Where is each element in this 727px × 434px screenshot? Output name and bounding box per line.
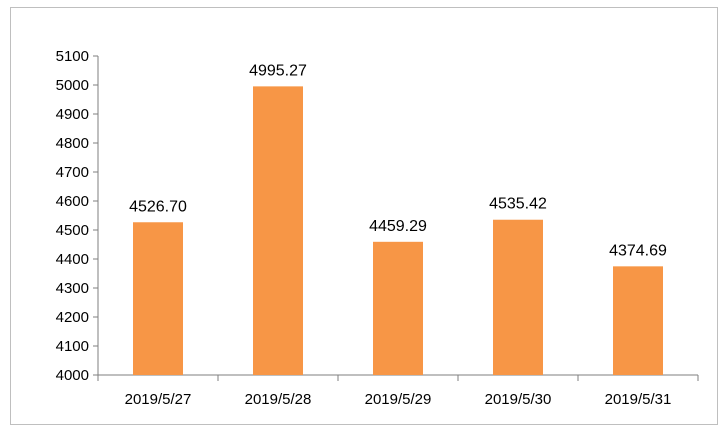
bar-2019/5/30	[493, 219, 543, 375]
x-tick-label: 2019/5/28	[245, 391, 312, 408]
data-label: 4995.27	[249, 62, 307, 79]
bar-2019/5/29	[373, 241, 423, 375]
data-label: 4374.69	[609, 242, 667, 259]
y-axis: 4000 4100 4200 4300 4400 4500 4600 4700 4800 4900…	[56, 48, 99, 384]
data-label: 4535.42	[489, 196, 547, 213]
y-tick-label: 4800	[56, 135, 89, 152]
y-tick-label: 4600	[56, 193, 89, 210]
y-tick-label: 5100	[56, 48, 89, 65]
y-tick-label: 4100	[56, 338, 89, 355]
y-tick-label: 4400	[56, 251, 89, 268]
y-tick-label: 4500	[56, 222, 89, 239]
y-tick-label: 5000	[56, 77, 89, 94]
x-tick-label: 2019/5/27	[125, 391, 192, 408]
x-axis: 2019/5/27 2019/5/28 2019/5/29 2019/5/30 2019…	[97, 374, 699, 408]
bar-2019/5/27	[133, 222, 183, 375]
y-tick-label: 4200	[56, 309, 89, 326]
x-tick-label: 2019/5/29	[365, 391, 432, 408]
y-tick-label: 4700	[56, 164, 89, 181]
data-label: 4459.29	[369, 218, 427, 235]
chart-frame	[10, 7, 718, 425]
y-tick-label: 4000	[56, 367, 89, 384]
bar-2019/5/31	[613, 266, 663, 375]
y-tick-label: 4900	[56, 106, 89, 123]
data-label: 4526.70	[129, 198, 187, 215]
x-tick-label: 2019/5/31	[605, 391, 672, 408]
x-tick-label: 2019/5/30	[485, 391, 552, 408]
bars	[133, 86, 663, 375]
bar-2019/5/28	[253, 86, 303, 375]
y-tick-label: 4300	[56, 280, 89, 297]
data-labels: 4526.70 4995.27 4459.29 4535.42 4374.69	[129, 62, 667, 259]
